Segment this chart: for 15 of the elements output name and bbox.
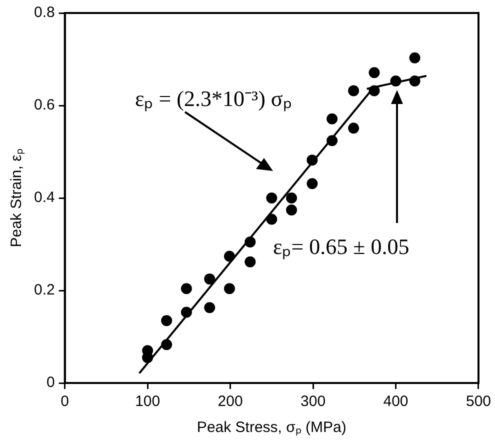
- x-tick-label: 500: [466, 393, 491, 410]
- annotation: εₚ= 0.65 ± 0.05: [273, 234, 410, 260]
- y-tick-label: 0.6: [34, 96, 55, 114]
- x-tick-label: 200: [218, 393, 243, 410]
- x-tick-label: 0: [60, 393, 70, 410]
- y-tick-label: 0.2: [34, 282, 55, 299]
- y-tick-label: 0.4: [34, 189, 55, 206]
- x-tick-label: 400: [383, 393, 408, 410]
- x-axis-title: Peak Stress, σₚ (MPa): [196, 419, 346, 436]
- x-tick-label: 100: [135, 393, 160, 410]
- y-tick-label: 0: [46, 374, 55, 392]
- y-axis-title: Peak Strain, εₚ: [8, 148, 26, 248]
- annotation: εₚ = (2.3*10⁻³) σₚ: [135, 86, 292, 112]
- x-tick-label: 300: [300, 393, 326, 410]
- y-tick-label: 0.8: [34, 4, 55, 22]
